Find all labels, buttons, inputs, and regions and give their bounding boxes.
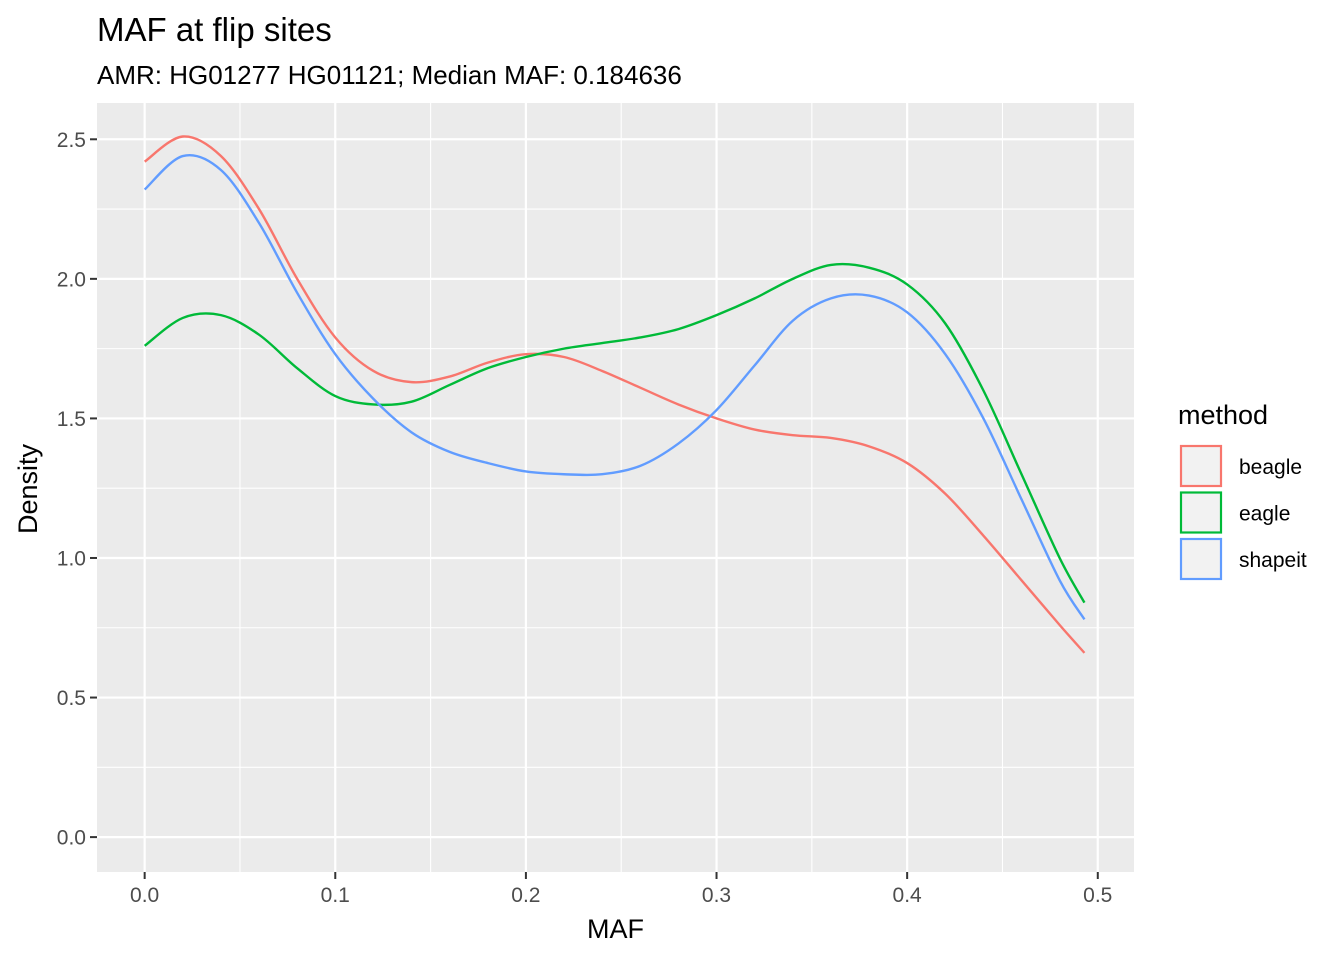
legend-label-shapeit: shapeit [1239,549,1307,572]
plot-panel [97,103,1134,872]
chart-subtitle: AMR: HG01277 HG01121; Median MAF: 0.1846… [97,60,682,90]
legend-key-bg [1180,538,1222,580]
y-tick-label: 0.0 [57,827,86,850]
legend-key-bg [1180,491,1222,534]
y-tick-label: 1.0 [57,547,86,570]
x-tick-label: 0.2 [511,884,540,907]
x-axis: 0.0 0.1 0.2 0.3 0.4 0.5 [130,872,1112,907]
x-tick-label: 0.0 [130,884,159,907]
chart-title: MAF at flip sites [97,11,332,48]
y-tick-label: 0.5 [57,687,86,710]
series-line-beagle [143,135,1086,654]
x-tick-label: 0.1 [321,884,350,907]
legend-key-eagle [1179,491,1223,534]
series-line-eagle [143,262,1086,604]
legend-label-beagle: beagle [1239,456,1302,479]
series-layer [143,135,1086,654]
x-tick-label: 0.4 [893,884,923,907]
y-tick-label: 2.0 [57,268,86,291]
x-tick-label: 0.5 [1083,884,1112,907]
legend-label-eagle: eagle [1239,503,1290,526]
grid-major [97,103,1134,872]
y-tick-label: 1.5 [57,408,86,431]
legend-key-shapeit [1179,537,1223,581]
x-tick-label: 0.3 [702,884,731,907]
legend-title: method [1178,400,1268,430]
legend-key-bg [1180,445,1222,487]
y-tick-label: 2.5 [57,129,86,152]
y-axis-title: Density [13,443,43,534]
y-axis: 0.0 0.5 1.0 1.5 2.0 2.5 [57,129,97,850]
legend-key-beagle [1179,444,1223,488]
legend: method beagle eagle shapeit [1178,400,1307,581]
series-line-shapeit [143,154,1086,621]
x-axis-title: MAF [587,914,644,944]
